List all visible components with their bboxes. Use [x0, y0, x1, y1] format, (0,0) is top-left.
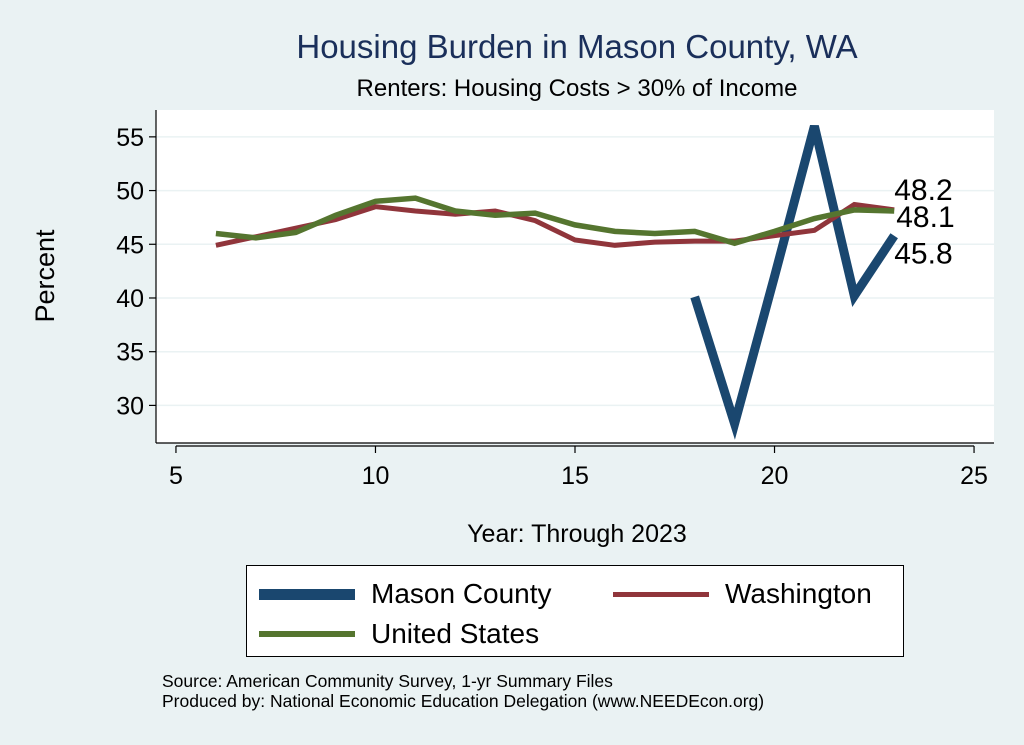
- produced-by-line: Produced by: National Economic Education…: [162, 691, 765, 711]
- y-tick-label-50: 50: [116, 178, 144, 206]
- y-axis-title: Percent: [30, 229, 60, 323]
- chart-subtitle: Renters: Housing Costs > 30% of Income: [356, 75, 798, 102]
- legend: Mason County Washington United States: [246, 565, 904, 657]
- legend-item-mason-county: Mason County: [259, 578, 552, 610]
- y-tick-label-45: 45: [116, 231, 144, 259]
- end-label-united-states: 48.1: [896, 201, 954, 234]
- x-tick-label-5: 5: [169, 462, 183, 490]
- y-tick-label-30: 30: [116, 392, 144, 420]
- series-line-united-states: [215, 195, 895, 247]
- chart-title: Housing Burden in Mason County, WA: [296, 28, 858, 65]
- legend-swatch-mason-county: [259, 588, 355, 600]
- x-tick-label-25: 25: [960, 462, 988, 490]
- legend-label-united-states: United States: [371, 618, 540, 649]
- y-tick-label-35: 35: [116, 339, 144, 367]
- legend-item-washington: Washington: [613, 578, 872, 610]
- end-label-washington: 48.2: [894, 174, 952, 207]
- y-tick-label-40: 40: [116, 285, 144, 313]
- legend-label-washington: Washington: [725, 578, 872, 609]
- legend-swatch-washington: [613, 591, 709, 597]
- x-tick-label-20: 20: [761, 462, 789, 490]
- source-notes: Source: American Community Survey, 1-yr …: [162, 671, 764, 711]
- legend-label-mason-county: Mason County: [371, 578, 552, 609]
- x-tick-label-10: 10: [362, 462, 390, 490]
- source-line: Source: American Community Survey, 1-yr …: [162, 671, 613, 691]
- series-line-mason-county: [690, 124, 898, 440]
- x-tick-label-15: 15: [561, 462, 589, 490]
- y-tick-label-55: 55: [116, 124, 144, 152]
- legend-item-united-states: United States: [259, 618, 539, 650]
- end-label-mason-county: 45.8: [894, 238, 952, 271]
- x-axis-title: Year: Through 2023: [467, 520, 687, 548]
- legend-swatch-united-states: [259, 631, 355, 637]
